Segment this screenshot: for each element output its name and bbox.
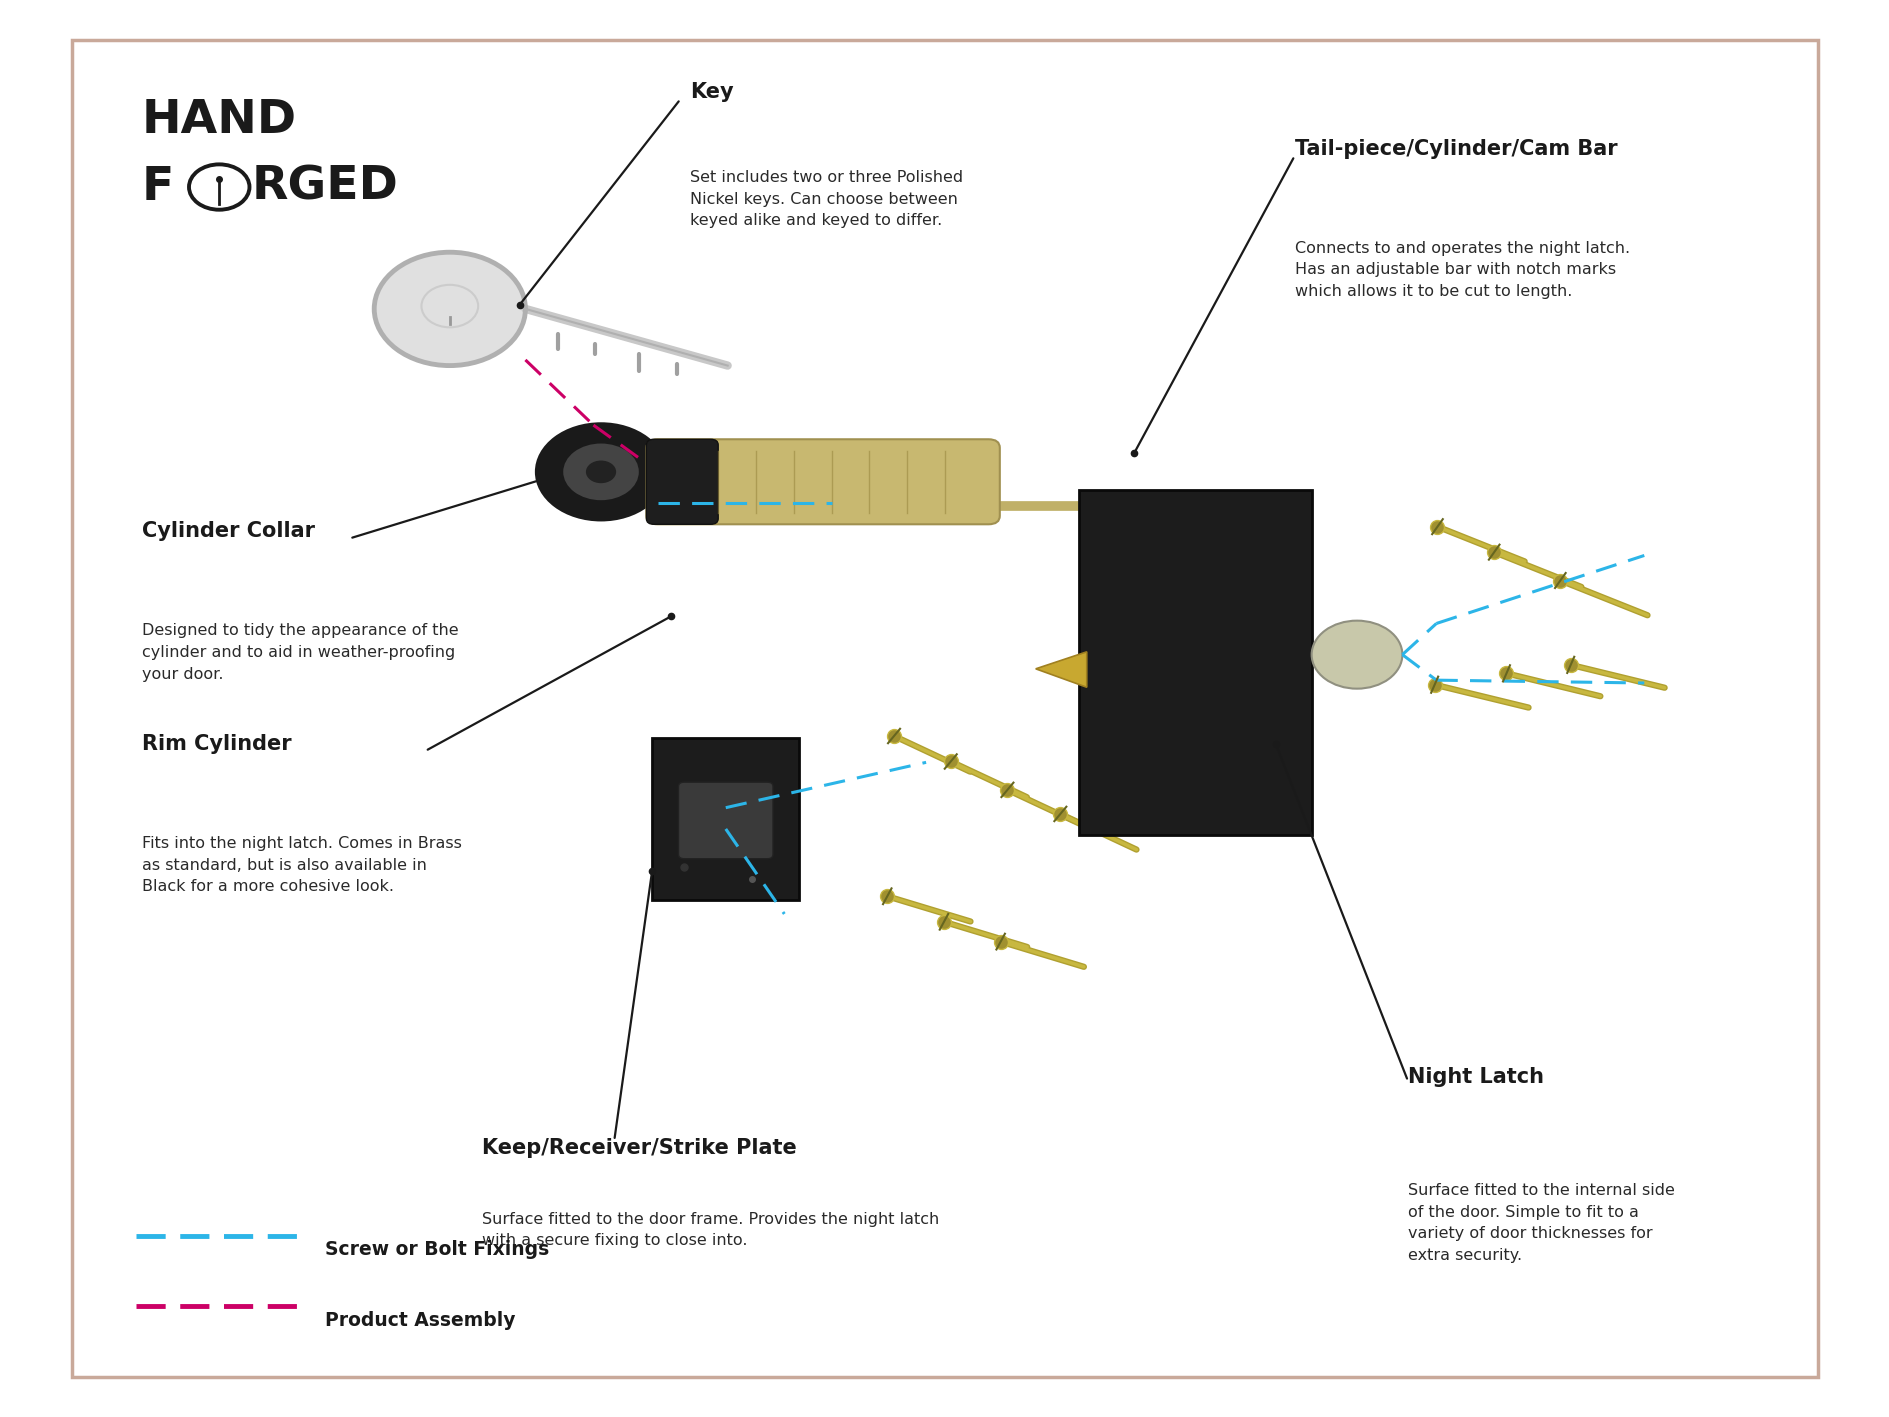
Circle shape	[374, 252, 525, 366]
Text: Designed to tidy the appearance of the
cylinder and to aid in weather-proofing
y: Designed to tidy the appearance of the c…	[142, 623, 459, 682]
Polygon shape	[1035, 652, 1086, 687]
FancyBboxPatch shape	[1079, 490, 1311, 835]
Text: F: F	[142, 164, 174, 210]
Circle shape	[563, 444, 638, 500]
Circle shape	[1311, 621, 1402, 689]
Text: Key: Key	[689, 82, 733, 102]
Text: RGED: RGED	[251, 164, 399, 210]
FancyBboxPatch shape	[678, 782, 773, 859]
Circle shape	[535, 422, 667, 521]
Text: Tail-piece/Cylinder/Cam Bar: Tail-piece/Cylinder/Cam Bar	[1294, 139, 1617, 159]
Text: Screw or Bolt Fixings: Screw or Bolt Fixings	[325, 1240, 550, 1260]
Text: Night Latch: Night Latch	[1407, 1067, 1543, 1087]
FancyBboxPatch shape	[646, 439, 999, 524]
Text: Fits into the night latch. Comes in Brass
as standard, but is also available in
: Fits into the night latch. Comes in Bras…	[142, 836, 461, 894]
Text: Set includes two or three Polished
Nickel keys. Can choose between
keyed alike a: Set includes two or three Polished Nicke…	[689, 170, 963, 228]
Text: HAND: HAND	[142, 98, 297, 143]
Text: Connects to and operates the night latch.
Has an adjustable bar with notch marks: Connects to and operates the night latch…	[1294, 241, 1628, 299]
Text: Cylinder Collar: Cylinder Collar	[142, 521, 315, 541]
Circle shape	[586, 461, 616, 483]
Text: Surface fitted to the door frame. Provides the night latch
with a secure fixing : Surface fitted to the door frame. Provid…	[482, 1212, 939, 1248]
FancyBboxPatch shape	[646, 439, 718, 524]
Text: Rim Cylinder: Rim Cylinder	[142, 734, 291, 754]
FancyBboxPatch shape	[652, 738, 799, 900]
Text: Surface fitted to the internal side
of the door. Simple to fit to a
variety of d: Surface fitted to the internal side of t…	[1407, 1183, 1674, 1263]
Text: Keep/Receiver/Strike Plate: Keep/Receiver/Strike Plate	[482, 1138, 797, 1158]
Text: Product Assembly: Product Assembly	[325, 1311, 516, 1331]
